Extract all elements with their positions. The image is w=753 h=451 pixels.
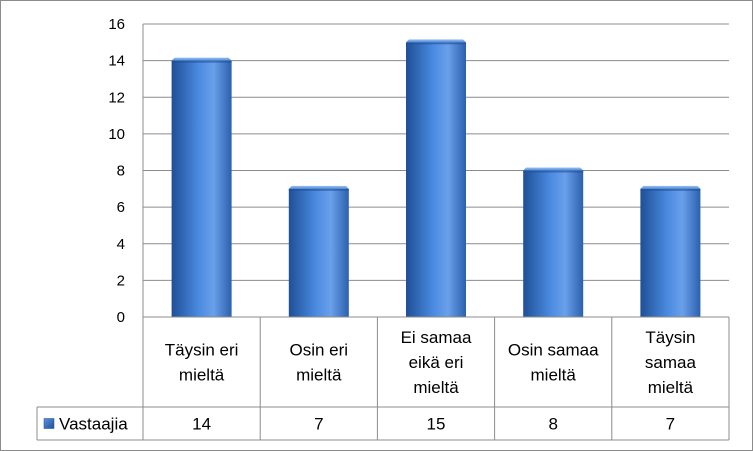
y-tick-label: 6 [117, 199, 125, 216]
legend-series-label: Vastaajia [59, 415, 128, 434]
y-tick-label: 4 [117, 236, 125, 253]
y-tick-label: 12 [108, 89, 125, 106]
legend-key [43, 418, 55, 429]
data-table-value: 14 [192, 415, 211, 434]
x-category-label: Osin samaa mieltä [508, 341, 599, 385]
x-category-label: Ei samaa eikä eri mieltä [401, 328, 472, 397]
x-category-label: Täysin eri mieltä [165, 341, 239, 385]
data-table-value: 7 [666, 415, 675, 434]
data-table-value: 8 [548, 415, 557, 434]
bar [288, 185, 349, 317]
bar [171, 57, 232, 317]
bar [523, 167, 584, 317]
bar [406, 39, 466, 317]
y-tick-label: 0 [117, 309, 125, 326]
y-tick-label: 2 [117, 272, 125, 289]
y-tick-label: 14 [108, 53, 125, 70]
data-table-value: 15 [427, 415, 446, 434]
x-category-label: Osin eri mieltä [290, 341, 349, 385]
y-axis: 0 2 4 6 8 10 12 14 16 [108, 16, 144, 440]
data-table: Täysin eri mieltä Osin eri mieltä Ei samaa ei… [36, 316, 730, 441]
data-table-value: 7 [314, 415, 323, 434]
y-tick-label: 16 [108, 16, 125, 33]
bar [640, 185, 701, 317]
x-category-label: Täysin samaa mieltä [645, 328, 697, 397]
y-tick-label: 10 [108, 126, 125, 143]
y-tick-label: 8 [117, 163, 125, 180]
bars [171, 39, 701, 317]
